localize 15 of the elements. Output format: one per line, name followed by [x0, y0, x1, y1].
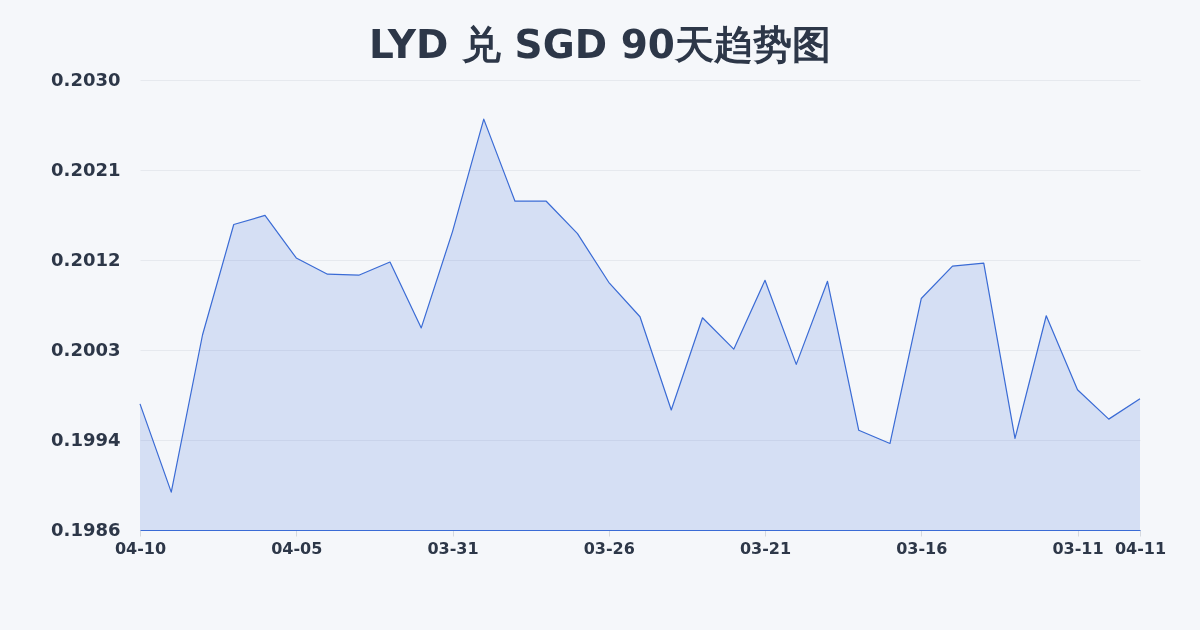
y-tick-label: 0.1994: [51, 428, 121, 450]
x-tick-label: 04-11: [1114, 538, 1167, 558]
y-tick-label: 0.2030: [51, 68, 121, 90]
y-tick-label: 0.2021: [51, 158, 121, 180]
x-tick-label: 03-21: [739, 538, 792, 558]
x-tick-label: 04-05: [271, 538, 323, 558]
x-tick-label: 03-16: [896, 538, 948, 558]
x-tick-label: 04-10: [114, 538, 167, 558]
x-tick-label: 03-26: [583, 538, 635, 558]
chart-title: LYD 兑 SGD 90天趋势图: [369, 22, 831, 67]
y-tick-label: 0.2003: [51, 338, 121, 360]
x-tick-label: 03-11: [1052, 538, 1104, 558]
y-tick-label: 0.2012: [51, 248, 121, 270]
x-tick-label: 03-31: [427, 538, 479, 558]
y-tick-label: 0.1986: [51, 518, 121, 540]
